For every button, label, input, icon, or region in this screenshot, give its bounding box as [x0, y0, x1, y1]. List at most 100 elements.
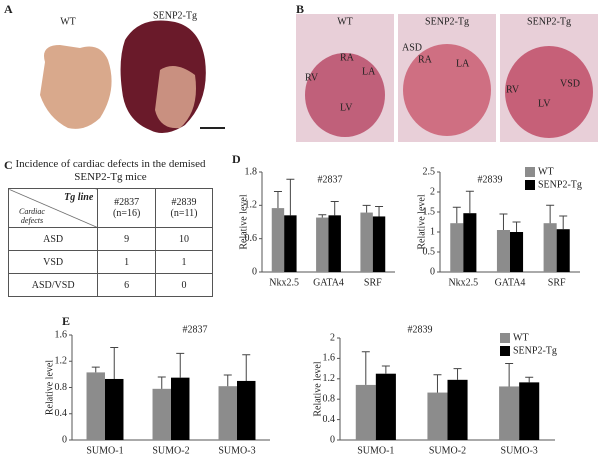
anatomy-label: LA	[456, 58, 470, 69]
header-line: #2837	[114, 197, 140, 208]
anatomy-label: RA	[418, 54, 433, 65]
cell: ASD/VSD	[7, 273, 99, 297]
x-tick-label: SRF	[548, 277, 566, 288]
heart-wt	[40, 45, 112, 129]
y-tick-label: 1.6	[55, 329, 68, 340]
image-title: SENP2-Tg	[425, 16, 469, 27]
anatomy-label: ASD	[402, 42, 422, 53]
bar	[171, 377, 190, 440]
cell: 6	[97, 273, 157, 297]
header-cell: #2837 (n=16)	[97, 188, 157, 228]
error-bar	[242, 354, 251, 381]
error-bar	[546, 204, 555, 224]
panel-label: C	[4, 158, 13, 172]
anatomy-label: RV	[506, 84, 520, 95]
x-tick-label: Nkx2.5	[448, 277, 478, 288]
y-tick-label: 0.8	[323, 393, 336, 404]
error-bar	[176, 352, 185, 378]
error-bar	[157, 376, 166, 389]
table-title: Incidence of cardiac defects in the demi…	[15, 158, 206, 183]
bar	[218, 386, 237, 440]
anatomy-label: LA	[362, 66, 376, 77]
panel-label: B	[296, 2, 304, 16]
bar	[237, 380, 256, 440]
y-tick-label: 1.2	[245, 200, 258, 211]
bar	[105, 378, 124, 440]
histology	[296, 14, 598, 142]
error-bar	[499, 213, 508, 230]
legend-swatch	[500, 333, 510, 343]
x-tick-label: Nkx2.5	[269, 277, 299, 288]
x-tick-label: SUMO-1	[357, 445, 394, 456]
x-tick-label: SUMO-2	[429, 445, 466, 456]
x-tick-label: SUMO-3	[218, 445, 255, 456]
panel-label: A	[4, 2, 13, 16]
legend-label: SENP2-Tg	[538, 179, 582, 190]
bar	[284, 215, 297, 272]
error-bar	[91, 366, 100, 373]
y-tick-label: 2.5	[423, 166, 436, 177]
legend-label: SENP2-Tg	[513, 345, 557, 356]
anatomy-label: RA	[340, 52, 355, 63]
y-tick-label: 0.4	[55, 408, 68, 419]
y-tick-label: 1.2	[323, 373, 336, 384]
error-bar	[505, 363, 514, 387]
photo-label: SENP2-Tg	[153, 10, 197, 21]
bar	[450, 223, 464, 272]
tissue	[505, 46, 593, 138]
bar	[360, 212, 373, 272]
header-cell: #2839 (n=11)	[155, 188, 213, 228]
error-bar	[286, 178, 295, 216]
y-tick-label: 0	[330, 434, 335, 445]
y-axis-label: Relative level	[416, 194, 427, 249]
legend-label: WT	[513, 332, 529, 343]
y-tick-label: 0.5	[423, 246, 436, 257]
x-tick-label: SUMO-2	[152, 445, 189, 456]
error-bar	[110, 346, 119, 379]
tissue	[403, 44, 491, 136]
error-bar	[330, 200, 339, 216]
error-bar	[525, 376, 534, 383]
bar	[86, 372, 105, 440]
heart-tg-ventricle	[155, 66, 196, 129]
bar	[556, 229, 570, 272]
cell: 9	[97, 227, 157, 251]
y-axis-label: Relative level	[238, 194, 249, 249]
chart-title: #2839	[478, 174, 503, 185]
error-bar	[361, 351, 370, 385]
chart-title: #2837	[318, 174, 343, 185]
error-bar	[318, 214, 327, 218]
error-bar	[223, 374, 232, 387]
bar	[372, 216, 386, 272]
y-tick-label: 2	[430, 186, 435, 197]
chart-title: #2837	[183, 324, 208, 335]
error-bar	[375, 205, 384, 217]
legend-swatch	[500, 346, 510, 356]
corner-cell: Tg line Cardiac defects	[7, 188, 99, 228]
legend-swatch	[525, 180, 535, 190]
y-tick-label: 1.2	[55, 356, 68, 367]
bar	[271, 208, 285, 272]
error-bar	[465, 190, 474, 214]
bar	[510, 232, 524, 272]
bar	[152, 388, 171, 440]
y-axis-label: Relative level	[312, 361, 323, 416]
bar	[427, 392, 448, 440]
table: Tg line Cardiac defects #2837 (n=16) #283…	[7, 188, 213, 297]
bar	[375, 373, 396, 440]
x-tick-label: GATA4	[495, 277, 526, 288]
x-tick-label: SUMO-1	[86, 445, 123, 456]
bar	[519, 382, 540, 440]
cell: ASD	[7, 227, 99, 251]
error-bar	[433, 374, 442, 393]
legend-label: WT	[538, 166, 554, 177]
error-bar	[453, 368, 462, 380]
header-n: (n=16)	[113, 208, 141, 219]
corner-top: Tg line	[64, 192, 94, 203]
image-title: WT	[337, 16, 353, 27]
panel-label: E	[62, 314, 70, 328]
anatomy-label: LV	[340, 102, 353, 113]
header-line: #2839	[171, 197, 197, 208]
bar	[496, 230, 510, 272]
